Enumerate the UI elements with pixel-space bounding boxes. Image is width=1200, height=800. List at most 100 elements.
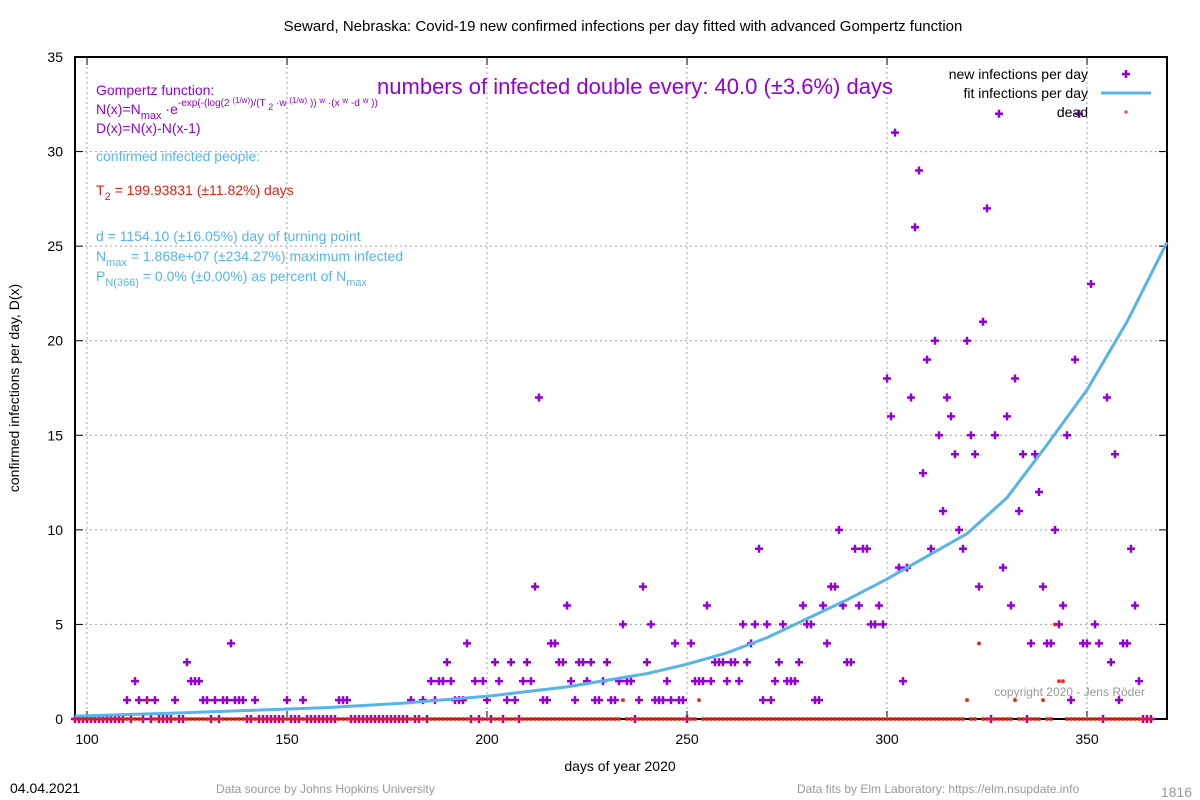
data-point xyxy=(785,717,789,721)
data-point xyxy=(1113,717,1117,721)
data-point xyxy=(531,582,539,591)
data-point xyxy=(293,717,297,721)
data-point xyxy=(345,717,349,721)
data-point xyxy=(929,717,933,721)
data-point xyxy=(621,698,625,703)
data-point xyxy=(1061,679,1065,684)
data-point xyxy=(553,717,557,721)
data-point xyxy=(129,717,133,721)
data-point xyxy=(969,717,973,721)
data-point xyxy=(509,717,513,721)
data-point xyxy=(869,717,873,721)
data-point xyxy=(685,717,689,721)
data-point xyxy=(171,696,179,705)
data-point xyxy=(151,696,159,705)
data-point xyxy=(205,717,209,721)
data-point xyxy=(77,717,81,721)
data-point xyxy=(1041,698,1045,703)
data-point xyxy=(993,717,997,721)
data-point xyxy=(1135,677,1143,686)
data-point xyxy=(925,717,929,721)
data-point xyxy=(1003,412,1011,421)
data-point xyxy=(349,717,353,721)
data-point xyxy=(527,677,535,686)
data-point xyxy=(961,717,965,721)
data-point xyxy=(733,717,737,721)
data-point xyxy=(759,696,767,705)
annotation: Nmax = 1.868e+07 (±234.27%) maximum infe… xyxy=(96,248,403,269)
y-tick-label: 20 xyxy=(47,333,63,349)
data-point xyxy=(309,717,313,721)
data-point xyxy=(707,677,715,686)
data-point xyxy=(1141,717,1145,721)
data-point xyxy=(603,658,611,667)
data-point xyxy=(1047,639,1055,648)
data-point xyxy=(529,717,533,721)
data-point xyxy=(1107,658,1115,667)
data-point xyxy=(353,717,357,721)
data-point xyxy=(1039,582,1047,591)
data-point xyxy=(629,717,633,721)
data-point xyxy=(537,717,541,721)
data-point xyxy=(1077,717,1081,721)
data-point xyxy=(1095,639,1103,648)
data-point xyxy=(757,717,761,721)
data-point xyxy=(81,717,85,721)
data-point xyxy=(819,601,827,610)
data-point xyxy=(1133,717,1137,721)
annotation-part: w xyxy=(362,96,369,105)
data-point xyxy=(699,677,707,686)
data-point xyxy=(551,639,559,648)
data-point xyxy=(855,601,863,610)
data-point xyxy=(465,717,469,721)
data-point xyxy=(735,677,743,686)
data-point xyxy=(565,717,569,721)
data-point xyxy=(427,677,435,686)
data-point xyxy=(693,717,697,721)
data-point xyxy=(249,717,253,721)
data-point xyxy=(1019,450,1027,459)
annotation-part: )) xyxy=(307,98,319,109)
data-point xyxy=(997,717,1001,721)
data-point xyxy=(1059,601,1067,610)
data-point xyxy=(617,717,621,721)
data-point xyxy=(283,696,291,705)
data-point xyxy=(447,677,455,686)
data-point xyxy=(253,717,257,721)
data-point xyxy=(1111,450,1119,459)
data-point xyxy=(865,717,869,721)
data-point xyxy=(939,506,947,515)
data-point xyxy=(507,658,515,667)
data-point xyxy=(779,620,787,629)
data-point xyxy=(133,717,137,721)
data-point xyxy=(943,393,951,402)
data-point xyxy=(1115,696,1123,705)
data-point xyxy=(125,717,129,721)
legend-label: dead xyxy=(1057,104,1088,120)
data-point xyxy=(1085,717,1089,721)
data-point xyxy=(649,717,653,721)
data-point xyxy=(837,717,841,721)
x-tick-label: 300 xyxy=(875,731,899,747)
data-point xyxy=(317,717,321,721)
data-point xyxy=(883,374,891,383)
data-point xyxy=(671,639,679,648)
data-point xyxy=(877,717,881,721)
data-point xyxy=(753,717,757,721)
y-tick-label: 35 xyxy=(47,49,63,65)
data-point xyxy=(313,717,317,721)
annotation-part: -exp(-(log(2 xyxy=(178,98,232,109)
y-tick-label: 0 xyxy=(55,711,63,727)
legend-swatch xyxy=(1122,70,1130,78)
data-point xyxy=(1097,717,1101,721)
data-point xyxy=(677,717,681,721)
data-point xyxy=(879,620,887,629)
data-point xyxy=(951,450,959,459)
data-point xyxy=(721,717,725,721)
data-point xyxy=(429,717,433,721)
data-point xyxy=(251,696,259,705)
data-point xyxy=(971,450,979,459)
footer-number: 1816 xyxy=(1161,784,1192,800)
footer-fits: Data fits by Elm Laboratory: https://elm… xyxy=(797,782,1079,796)
data-point xyxy=(393,717,397,721)
